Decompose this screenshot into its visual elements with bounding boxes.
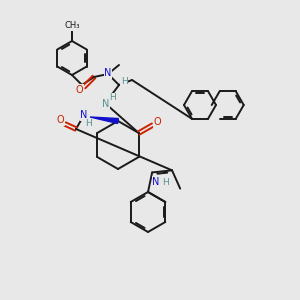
Text: O: O bbox=[75, 85, 83, 95]
Text: CH₃: CH₃ bbox=[64, 22, 80, 31]
Text: H: H bbox=[109, 94, 116, 103]
Text: N: N bbox=[104, 68, 112, 78]
Text: H: H bbox=[85, 119, 92, 128]
Text: H: H bbox=[121, 77, 128, 86]
Polygon shape bbox=[90, 117, 118, 124]
Text: N: N bbox=[102, 99, 110, 109]
Text: O: O bbox=[56, 115, 64, 125]
Text: N: N bbox=[152, 177, 160, 187]
Text: H: H bbox=[162, 178, 169, 187]
Text: O: O bbox=[154, 117, 162, 127]
Text: N: N bbox=[80, 110, 88, 120]
